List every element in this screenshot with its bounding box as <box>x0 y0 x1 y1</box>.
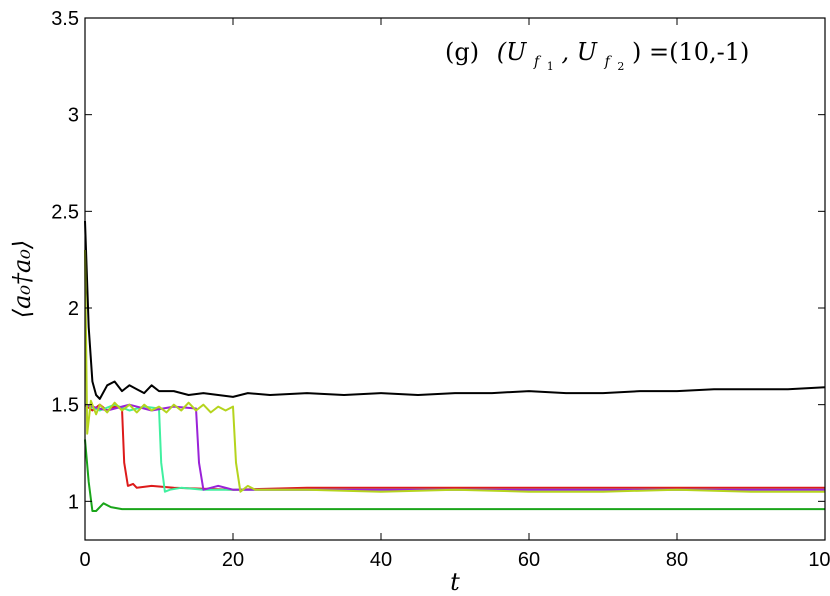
plot-frame <box>84 17 826 541</box>
annotation-sub1: f <box>533 54 542 70</box>
x-tick-label: 80 <box>666 549 688 571</box>
panel-annotation: (g) (U f 1 , U f 2 ) =(10,-1) <box>445 38 749 76</box>
series-line-6 <box>84 439 825 512</box>
x-axis-title: t <box>450 568 460 596</box>
annotation-sub2: f <box>604 54 613 70</box>
series-layer <box>84 220 826 512</box>
series-line-1 <box>84 220 826 400</box>
y-tick-label: 2 <box>68 298 79 320</box>
y-tick-label: 3.5 <box>51 8 79 30</box>
annotation-comma: , U <box>561 38 597 66</box>
x-tick-label: 0 <box>79 549 90 571</box>
x-tick-label: 20 <box>222 549 244 571</box>
annotation-label: (g) <box>445 38 479 66</box>
annotation-sub1n: 1 <box>547 60 554 73</box>
y-tick-label: 1.5 <box>51 395 79 417</box>
y-tick-label: 1 <box>68 491 79 513</box>
y-axis-title: ⟨a₀†a₀⟩ <box>8 240 36 319</box>
y-tick-label: 3 <box>68 105 79 127</box>
tick-layer: 0 20 40 60 80 100 1 1.5 2 2.5 3 3.5 <box>51 8 830 571</box>
series-line-4 <box>84 403 825 491</box>
x-tick-label: 60 <box>518 549 540 571</box>
annotation-vars: (U <box>497 38 527 66</box>
x-tick-label: 100 <box>808 549 830 571</box>
y-tick-label: 2.5 <box>51 201 79 223</box>
annotation-sub2n: 2 <box>617 60 624 73</box>
annotation-rest: ) =(10,-1) <box>632 38 749 66</box>
series-line-5 <box>84 249 825 493</box>
x-tick-label: 40 <box>370 549 392 571</box>
